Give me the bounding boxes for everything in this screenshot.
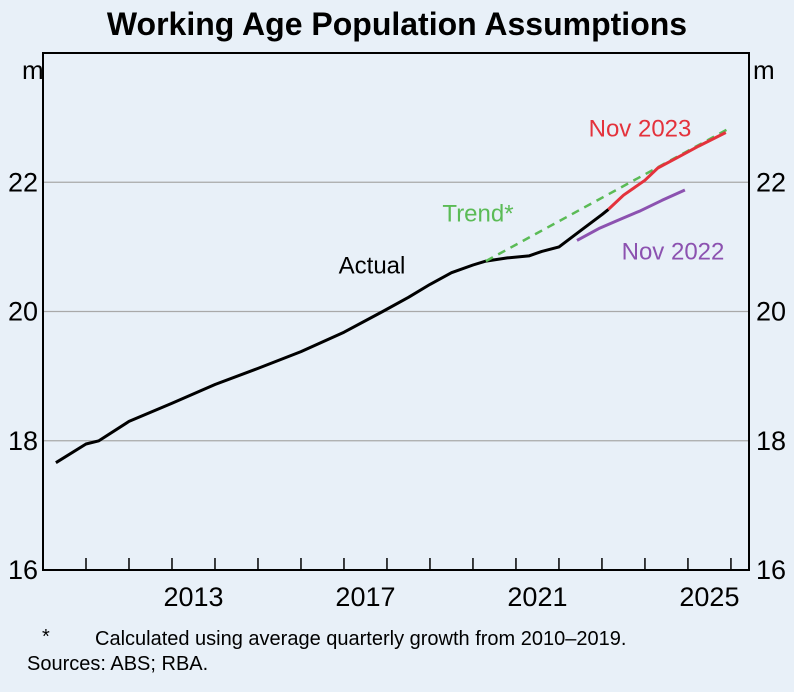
series-label-nov-2023: Nov 2023 bbox=[589, 116, 692, 143]
y-tick-label-right-22: 22 bbox=[756, 167, 786, 197]
x-axis-label-2013: 2013 bbox=[163, 582, 223, 612]
x-axis-label-2025: 2025 bbox=[679, 582, 739, 612]
y-tick-label-right-20: 20 bbox=[756, 297, 786, 327]
y-tick-label-left-18: 18 bbox=[8, 426, 38, 456]
chart-title: Working Age Population Assumptions bbox=[106, 6, 688, 42]
y-tick-label-left-16: 16 bbox=[8, 555, 38, 585]
series-line-nov-2023 bbox=[607, 131, 727, 211]
y-axis-unit-right: m bbox=[753, 55, 775, 85]
series-label-nov-2022: Nov 2022 bbox=[622, 239, 725, 266]
x-axis-label-2017: 2017 bbox=[335, 582, 395, 612]
sources-line: Sources: ABS; RBA. bbox=[27, 653, 209, 675]
y-axis-unit-left: m bbox=[22, 55, 44, 85]
y-tick-label-right-18: 18 bbox=[756, 426, 786, 456]
y-tick-label-right-16: 16 bbox=[756, 555, 786, 585]
x-axis-label-2021: 2021 bbox=[507, 582, 567, 612]
series-label-trend-: Trend* bbox=[442, 201, 513, 228]
footnote-marker: * bbox=[42, 626, 50, 648]
footnote-text: Calculated using average quarterly growt… bbox=[95, 628, 627, 650]
plot-frame bbox=[42, 52, 750, 571]
series-line-actual bbox=[55, 208, 610, 464]
y-tick-label-left-20: 20 bbox=[8, 297, 38, 327]
y-tick-label-left-22: 22 bbox=[8, 167, 38, 197]
series-line-nov-2022 bbox=[576, 188, 686, 242]
series-label-actual: Actual bbox=[339, 253, 406, 280]
